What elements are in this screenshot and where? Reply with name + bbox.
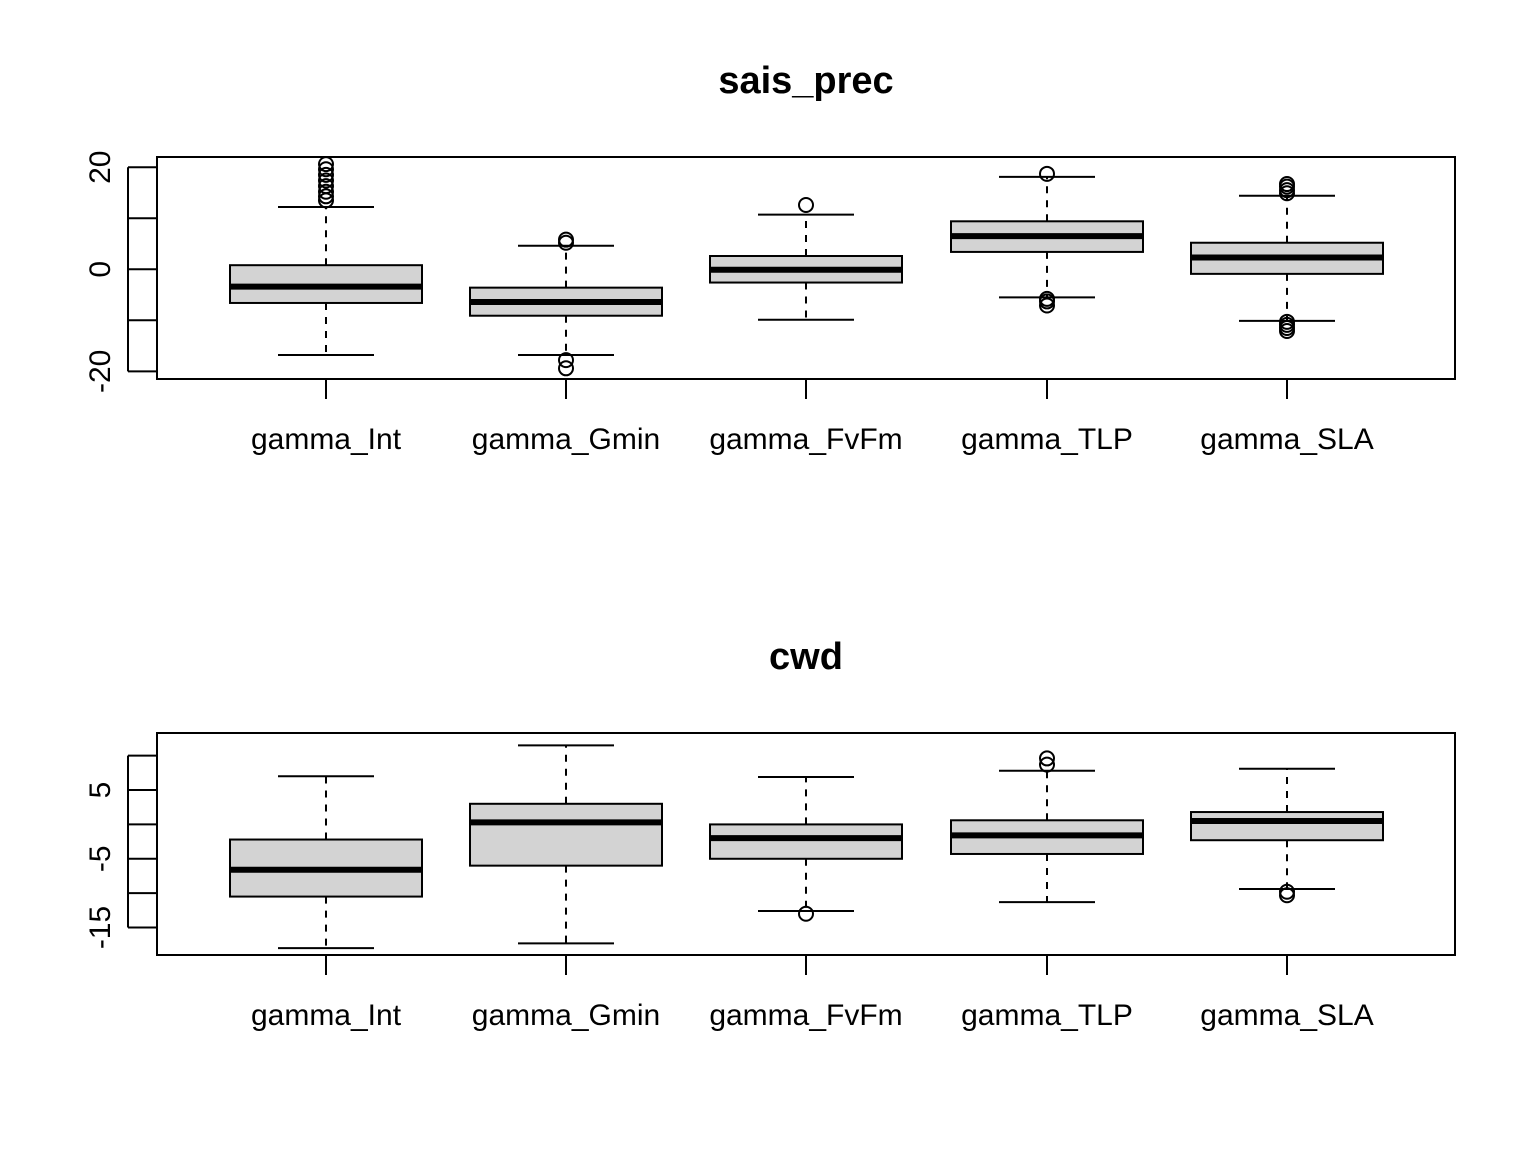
chart-title: sais_prec: [718, 60, 893, 102]
box-gamma_Int: [229, 775, 423, 950]
outlier-point: [318, 172, 334, 189]
outlier-point: [1039, 293, 1055, 310]
outlier-point: [1039, 750, 1055, 767]
outlier-point: [318, 156, 334, 173]
x-axis: gamma_Int gamma_Gmin gamma_FvFm gamma_TLP ga…: [251, 379, 1374, 456]
box-gamma_Gmin: [469, 231, 663, 377]
outlier-point: [1279, 176, 1295, 193]
outlier-point: [1039, 165, 1055, 182]
outlier-point: [1039, 756, 1055, 773]
outlier-point: [798, 196, 814, 213]
box-gamma_SLA: [1190, 767, 1384, 904]
panel-cwd: cwd -15 -5 5 gamma_Int gamma_Gmin gamma_FvFm…: [84, 636, 1456, 1032]
outlier-point: [318, 161, 334, 178]
box-series: [229, 156, 1384, 377]
y-axis: -20 0 20: [84, 151, 157, 393]
y-tick-label: 5: [84, 782, 117, 799]
x-tick-label: gamma_Gmin: [472, 423, 660, 456]
x-tick-label: gamma_Gmin: [472, 999, 660, 1032]
box-gamma_TLP: [950, 165, 1144, 314]
y-tick-label: 0: [84, 261, 117, 278]
outlier-point: [558, 360, 574, 377]
x-tick-label: gamma_Int: [251, 423, 402, 456]
outlier-point: [558, 352, 574, 369]
y-tick-label: -5: [84, 845, 117, 872]
chart-title: cwd: [769, 636, 843, 678]
y-axis: -15 -5 5: [84, 754, 157, 949]
box-gamma_Gmin: [469, 744, 663, 945]
x-tick-label: gamma_FvFm: [709, 423, 902, 456]
outlier-point: [318, 166, 334, 183]
x-tick-label: gamma_Int: [251, 999, 402, 1032]
y-tick-label: -15: [84, 906, 117, 949]
box-series: [229, 744, 1384, 950]
x-tick-label: gamma_SLA: [1200, 999, 1373, 1032]
box-iqr: [469, 802, 663, 867]
outlier-point: [1279, 323, 1295, 340]
outlier-point: [558, 231, 574, 248]
x-tick-label: gamma_TLP: [961, 999, 1133, 1032]
box-iqr: [1190, 811, 1384, 842]
outlier-point: [1039, 297, 1055, 314]
y-tick-label: -20: [84, 350, 117, 393]
outlier-point: [1279, 887, 1295, 904]
outlier-point: [798, 905, 814, 922]
box-gamma_FvFm: [709, 775, 903, 922]
box-gamma_FvFm: [709, 196, 903, 321]
outlier-point: [318, 188, 334, 205]
x-tick-label: gamma_TLP: [961, 423, 1133, 456]
x-tick-label: gamma_SLA: [1200, 423, 1373, 456]
outlier-point: [318, 178, 334, 195]
box-gamma_TLP: [950, 750, 1144, 904]
box-iqr: [709, 823, 903, 860]
y-tick-label: 20: [84, 151, 117, 184]
x-axis: gamma_Int gamma_Gmin gamma_FvFm gamma_TLP ga…: [251, 955, 1374, 1032]
box-gamma_SLA: [1190, 176, 1384, 340]
outlier-point: [318, 183, 334, 200]
box-gamma_Int: [229, 156, 423, 357]
x-tick-label: gamma_FvFm: [709, 999, 902, 1032]
